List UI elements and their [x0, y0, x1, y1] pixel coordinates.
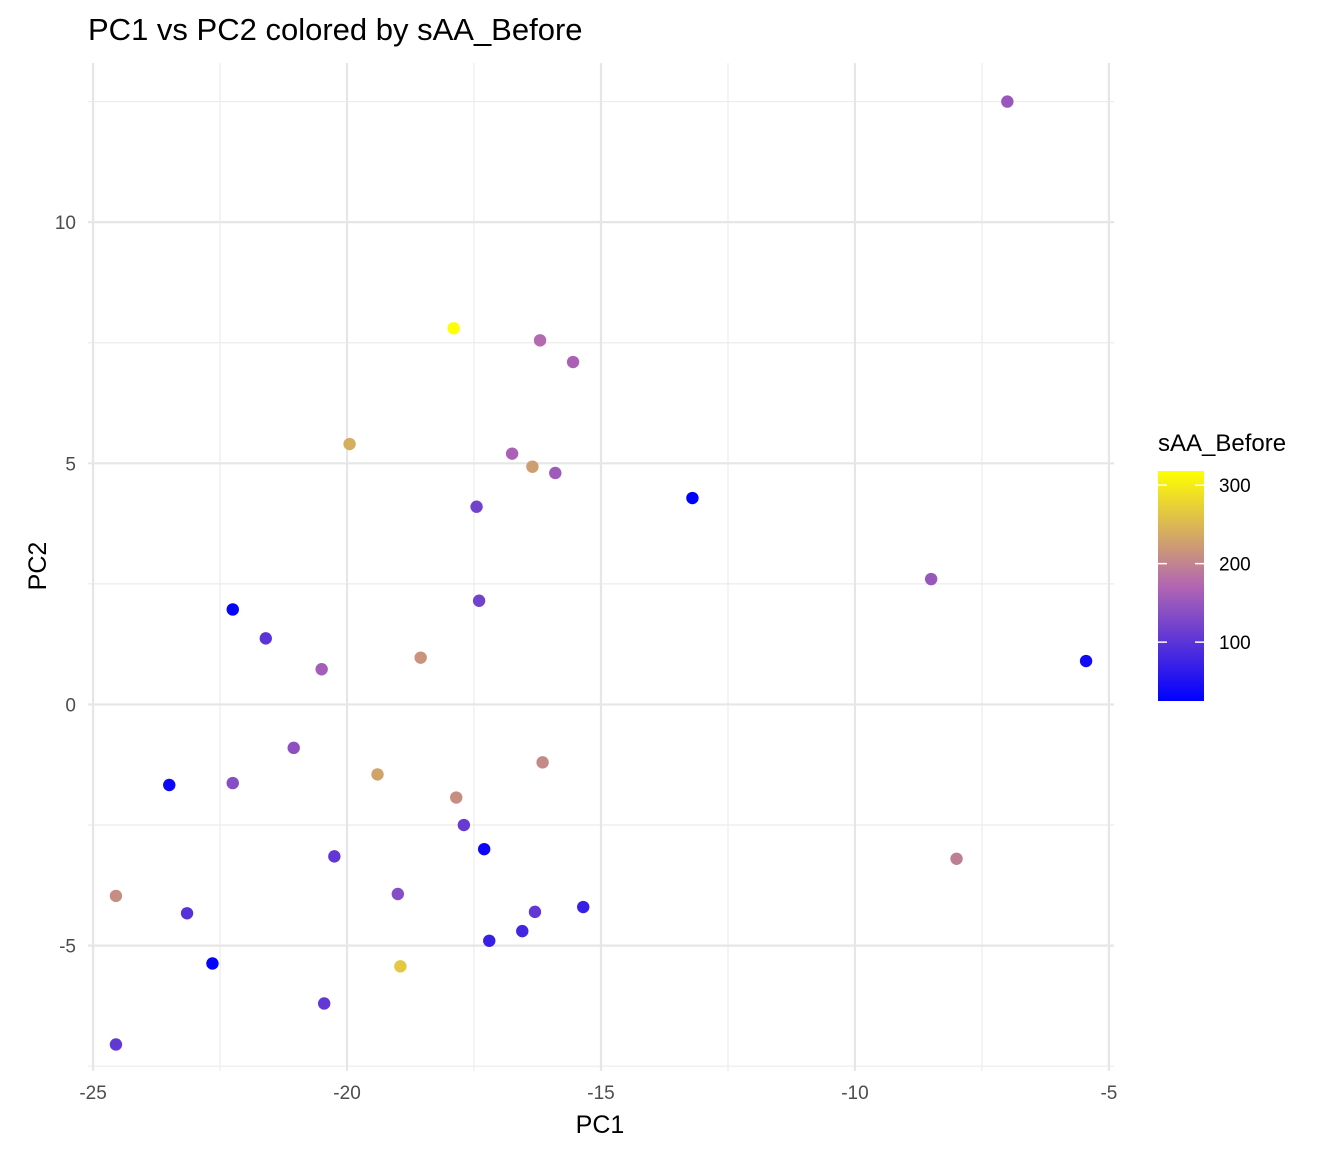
y-axis-title: PC2 [24, 542, 52, 591]
scatter-point [109, 889, 123, 903]
x-tick-label: -5 [1100, 1083, 1117, 1104]
scatter-point [483, 934, 496, 947]
x-tick-label: -15 [587, 1083, 614, 1104]
scatter-point [477, 842, 491, 856]
scatter-point [566, 355, 580, 369]
x-axis-title: PC1 [576, 1111, 625, 1139]
color-legend: sAA_Before 100 200 300 [1158, 430, 1286, 701]
legend-ticks: 100 200 300 [1158, 476, 1251, 654]
scatter-point [163, 778, 176, 792]
scatter-point [450, 791, 463, 804]
scatter-point [206, 957, 219, 970]
y-tick-label: 0 [65, 695, 76, 716]
y-tick-label: 10 [55, 213, 76, 234]
scatter-point [470, 500, 483, 513]
scatter-point [472, 594, 486, 607]
scatter-point [394, 960, 407, 973]
data-points [109, 95, 1093, 1051]
scatter-point [528, 905, 542, 919]
scatter-point [414, 651, 427, 664]
scatter-point [259, 632, 272, 645]
scatter-point [457, 818, 471, 832]
scatter-point [109, 1038, 123, 1051]
scatter-point [447, 322, 460, 335]
scatter-point [686, 491, 699, 505]
axis-tick-labels: -25 -20 -15 -10 -5 -5 0 5 10 [55, 213, 1118, 1104]
scatter-point [505, 447, 519, 460]
scatter-point [226, 776, 239, 790]
y-tick-label: -5 [59, 937, 76, 958]
scatter-point [516, 924, 529, 938]
scatter-point [180, 907, 194, 920]
scatter-point [1079, 654, 1093, 668]
scatter-point [526, 460, 539, 473]
grid-lines [88, 63, 1114, 1071]
scatter-point [226, 603, 239, 616]
legend-tick-label: 200 [1219, 555, 1251, 576]
scatter-point [391, 887, 405, 901]
scatter-point [371, 768, 384, 781]
scatter-point [577, 900, 590, 914]
legend-tick-label: 100 [1219, 633, 1251, 654]
scatter-point [1001, 95, 1014, 108]
scatter-point [317, 997, 331, 1010]
x-tick-label: -25 [79, 1083, 106, 1104]
scatter-point [328, 850, 341, 863]
scatter-point [536, 756, 549, 769]
scatter-point [315, 663, 328, 676]
scatter-point [343, 437, 356, 451]
scatter-point [533, 334, 547, 347]
scatter-point [549, 466, 562, 480]
legend-title: sAA_Before [1158, 430, 1286, 457]
legend-colorbar [1158, 471, 1204, 701]
scatter-point [924, 572, 938, 586]
chart-title: PC1 vs PC2 colored by sAA_Before [88, 12, 583, 47]
legend-tick-label: 300 [1219, 476, 1251, 497]
x-tick-label: -20 [333, 1083, 360, 1104]
y-tick-label: 5 [65, 454, 76, 475]
scatter-point [287, 741, 300, 755]
x-tick-label: -10 [841, 1083, 868, 1104]
scatter-point [950, 852, 963, 865]
